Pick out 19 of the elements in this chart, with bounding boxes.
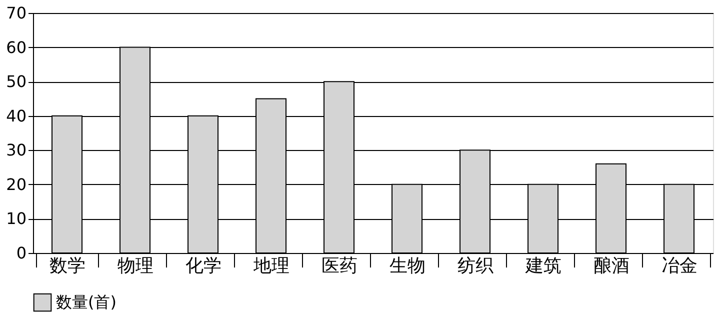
x-tick-label: 地理	[252, 256, 290, 276]
x-tick-label: 化学	[186, 256, 222, 276]
y-tick-label: 0	[16, 244, 26, 262]
y-tick-label: 60	[6, 38, 26, 57]
x-tick-label: 医药	[322, 256, 358, 276]
y-tick-label: 20	[6, 174, 26, 194]
x-tick-label: 生物	[390, 256, 426, 276]
x-tick-label: 酿酒	[594, 256, 630, 276]
y-tick-label: 10	[6, 209, 26, 228]
x-tick-label: 纺织	[458, 256, 494, 276]
y-tick-label: 30	[6, 140, 26, 160]
y-tick-label: 40	[6, 106, 26, 126]
x-tick-label: 物理	[118, 256, 154, 276]
y-tick-label: 70	[6, 4, 26, 22]
x-tick-label: 数学	[50, 256, 86, 276]
legend-label: 数量(首)	[56, 292, 116, 312]
x-tick-label: 冶金	[662, 256, 698, 276]
x-tick-label: 建筑	[524, 256, 562, 276]
y-tick-label: 50	[6, 72, 26, 92]
